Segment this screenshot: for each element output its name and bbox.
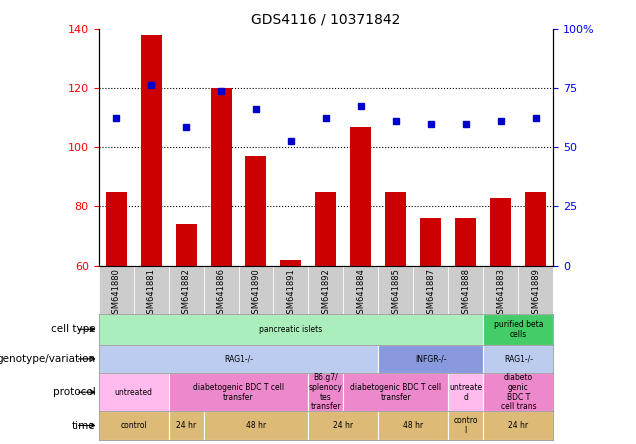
Bar (99, 412, 169, 440)
Text: GSM641892: GSM641892 (321, 268, 331, 319)
Bar (308, 373, 343, 412)
Bar (343, 266, 378, 314)
Bar (518, 266, 553, 314)
Bar (273, 266, 308, 314)
Bar (483, 412, 553, 440)
Bar (448, 373, 483, 412)
Text: GSM641885: GSM641885 (391, 268, 401, 319)
Bar (176, 224, 197, 266)
Bar (413, 266, 448, 314)
Text: GSM641891: GSM641891 (286, 268, 296, 319)
Text: GSM641884: GSM641884 (356, 268, 366, 319)
Text: pancreatic islets: pancreatic islets (259, 325, 322, 334)
Bar (448, 412, 483, 440)
Text: GSM641888: GSM641888 (461, 268, 471, 319)
Bar (238, 266, 273, 314)
Bar (169, 412, 204, 440)
Bar (343, 373, 448, 412)
Bar (483, 266, 518, 314)
Text: GSM641889: GSM641889 (531, 268, 541, 319)
Text: contro
l: contro l (453, 416, 478, 435)
Title: GDS4116 / 10371842: GDS4116 / 10371842 (251, 12, 401, 26)
Bar (483, 345, 553, 373)
Text: GSM641890: GSM641890 (251, 268, 261, 319)
Bar (99, 314, 483, 345)
Text: GSM641886: GSM641886 (216, 268, 226, 319)
Bar (141, 35, 162, 266)
Bar (490, 198, 511, 266)
Text: 48 hr: 48 hr (403, 421, 424, 430)
Bar (483, 373, 553, 412)
Bar (134, 266, 169, 314)
Bar (483, 314, 553, 345)
Bar (245, 156, 266, 266)
Bar (99, 345, 378, 373)
Bar (385, 192, 406, 266)
Bar (378, 345, 483, 373)
Text: GSM641882: GSM641882 (181, 268, 191, 319)
Text: RAG1-/-: RAG1-/- (504, 354, 533, 363)
Text: time: time (72, 420, 95, 431)
Bar (378, 266, 413, 314)
Text: diabeto
genic
BDC T
cell trans: diabeto genic BDC T cell trans (501, 373, 536, 411)
Text: RAG1-/-: RAG1-/- (224, 354, 253, 363)
Text: 24 hr: 24 hr (333, 421, 354, 430)
Text: GSM641887: GSM641887 (426, 268, 436, 319)
Text: 48 hr: 48 hr (246, 421, 266, 430)
Bar (315, 192, 336, 266)
Text: B6.g7/
splenocy
tes
transfer: B6.g7/ splenocy tes transfer (309, 373, 343, 411)
Bar (169, 373, 308, 412)
Text: GSM641881: GSM641881 (146, 268, 156, 319)
Text: 24 hr: 24 hr (508, 421, 529, 430)
Bar (525, 192, 546, 266)
Text: protocol: protocol (53, 387, 95, 397)
Text: diabetogenic BDC T cell
transfer: diabetogenic BDC T cell transfer (350, 383, 441, 401)
Bar (420, 218, 441, 266)
Bar (204, 266, 238, 314)
Bar (448, 266, 483, 314)
Text: purified beta
cells: purified beta cells (494, 320, 543, 339)
Text: 24 hr: 24 hr (176, 421, 196, 430)
Text: cell type: cell type (51, 324, 95, 334)
Text: GSM641883: GSM641883 (496, 268, 506, 319)
Bar (99, 373, 169, 412)
Bar (350, 127, 371, 266)
Text: untreated: untreated (114, 388, 153, 396)
Bar (308, 412, 378, 440)
Bar (378, 412, 448, 440)
Bar (169, 266, 204, 314)
Bar (99, 266, 134, 314)
Bar (455, 218, 476, 266)
Text: control: control (120, 421, 147, 430)
Bar (280, 260, 301, 266)
Bar (308, 266, 343, 314)
Bar (211, 88, 232, 266)
Text: INFGR-/-: INFGR-/- (415, 354, 446, 363)
Text: genotype/variation: genotype/variation (0, 354, 95, 364)
Text: diabetogenic BDC T cell
transfer: diabetogenic BDC T cell transfer (193, 383, 284, 401)
Text: GSM641880: GSM641880 (111, 268, 121, 319)
Bar (204, 412, 308, 440)
Bar (106, 192, 127, 266)
Text: untreate
d: untreate d (449, 383, 483, 401)
